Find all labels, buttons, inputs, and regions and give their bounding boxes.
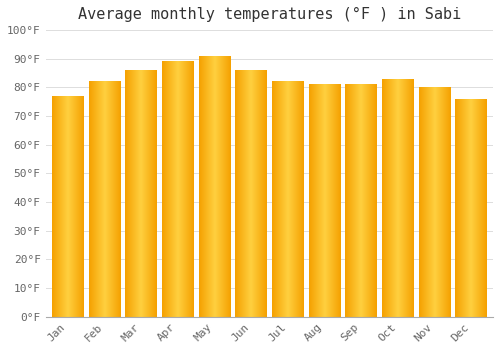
Title: Average monthly temperatures (°F ) in Sabi: Average monthly temperatures (°F ) in Sa…: [78, 7, 461, 22]
